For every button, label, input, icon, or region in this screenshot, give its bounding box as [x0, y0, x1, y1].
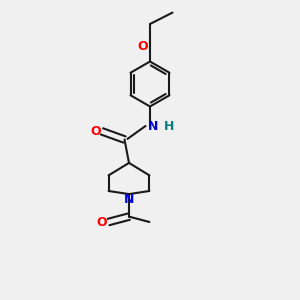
Text: H: H	[164, 119, 175, 133]
Text: O: O	[90, 125, 101, 138]
Text: N: N	[148, 119, 158, 133]
Text: N: N	[124, 193, 134, 206]
Text: O: O	[97, 215, 107, 229]
Text: O: O	[137, 40, 148, 53]
